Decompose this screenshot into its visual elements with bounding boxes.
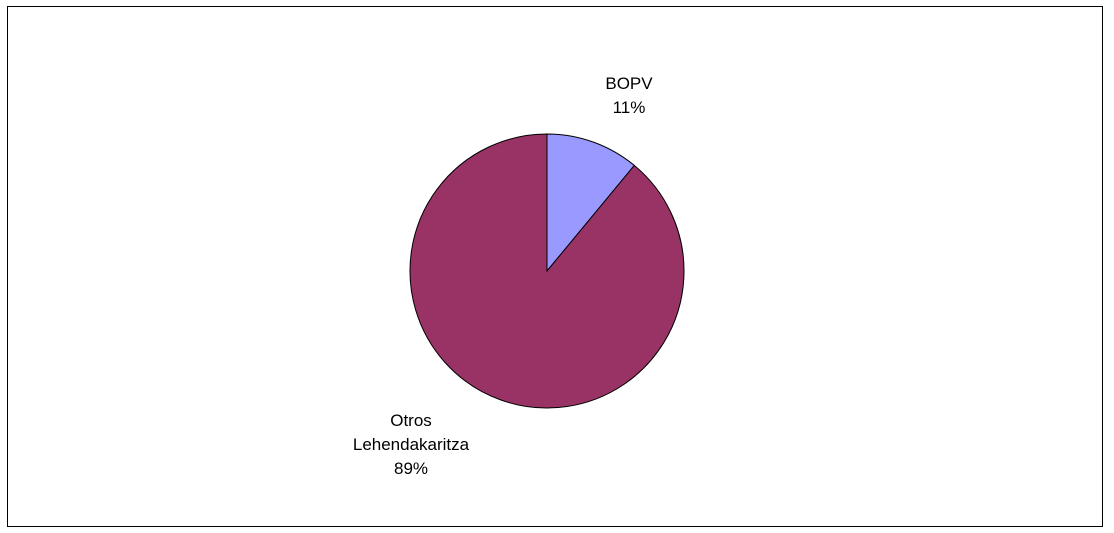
pie-slice-1 — [409, 133, 685, 409]
slice-percent-label: 89% — [394, 459, 428, 478]
slice-label-1: Otros Lehendakaritza 89% — [353, 411, 470, 478]
pie-slices — [409, 133, 685, 409]
slice-category-label: Otros — [390, 411, 432, 430]
slice-label-0: BOPV 11% — [605, 74, 653, 117]
slice-percent-label: 11% — [613, 98, 646, 117]
slice-category-label: Lehendakaritza — [353, 435, 470, 454]
pie-labels: BOPV 11% Otros Lehendakaritza 89% — [353, 74, 653, 478]
slice-category-label: BOPV — [605, 74, 653, 93]
pie-slice-0 — [546, 133, 636, 273]
